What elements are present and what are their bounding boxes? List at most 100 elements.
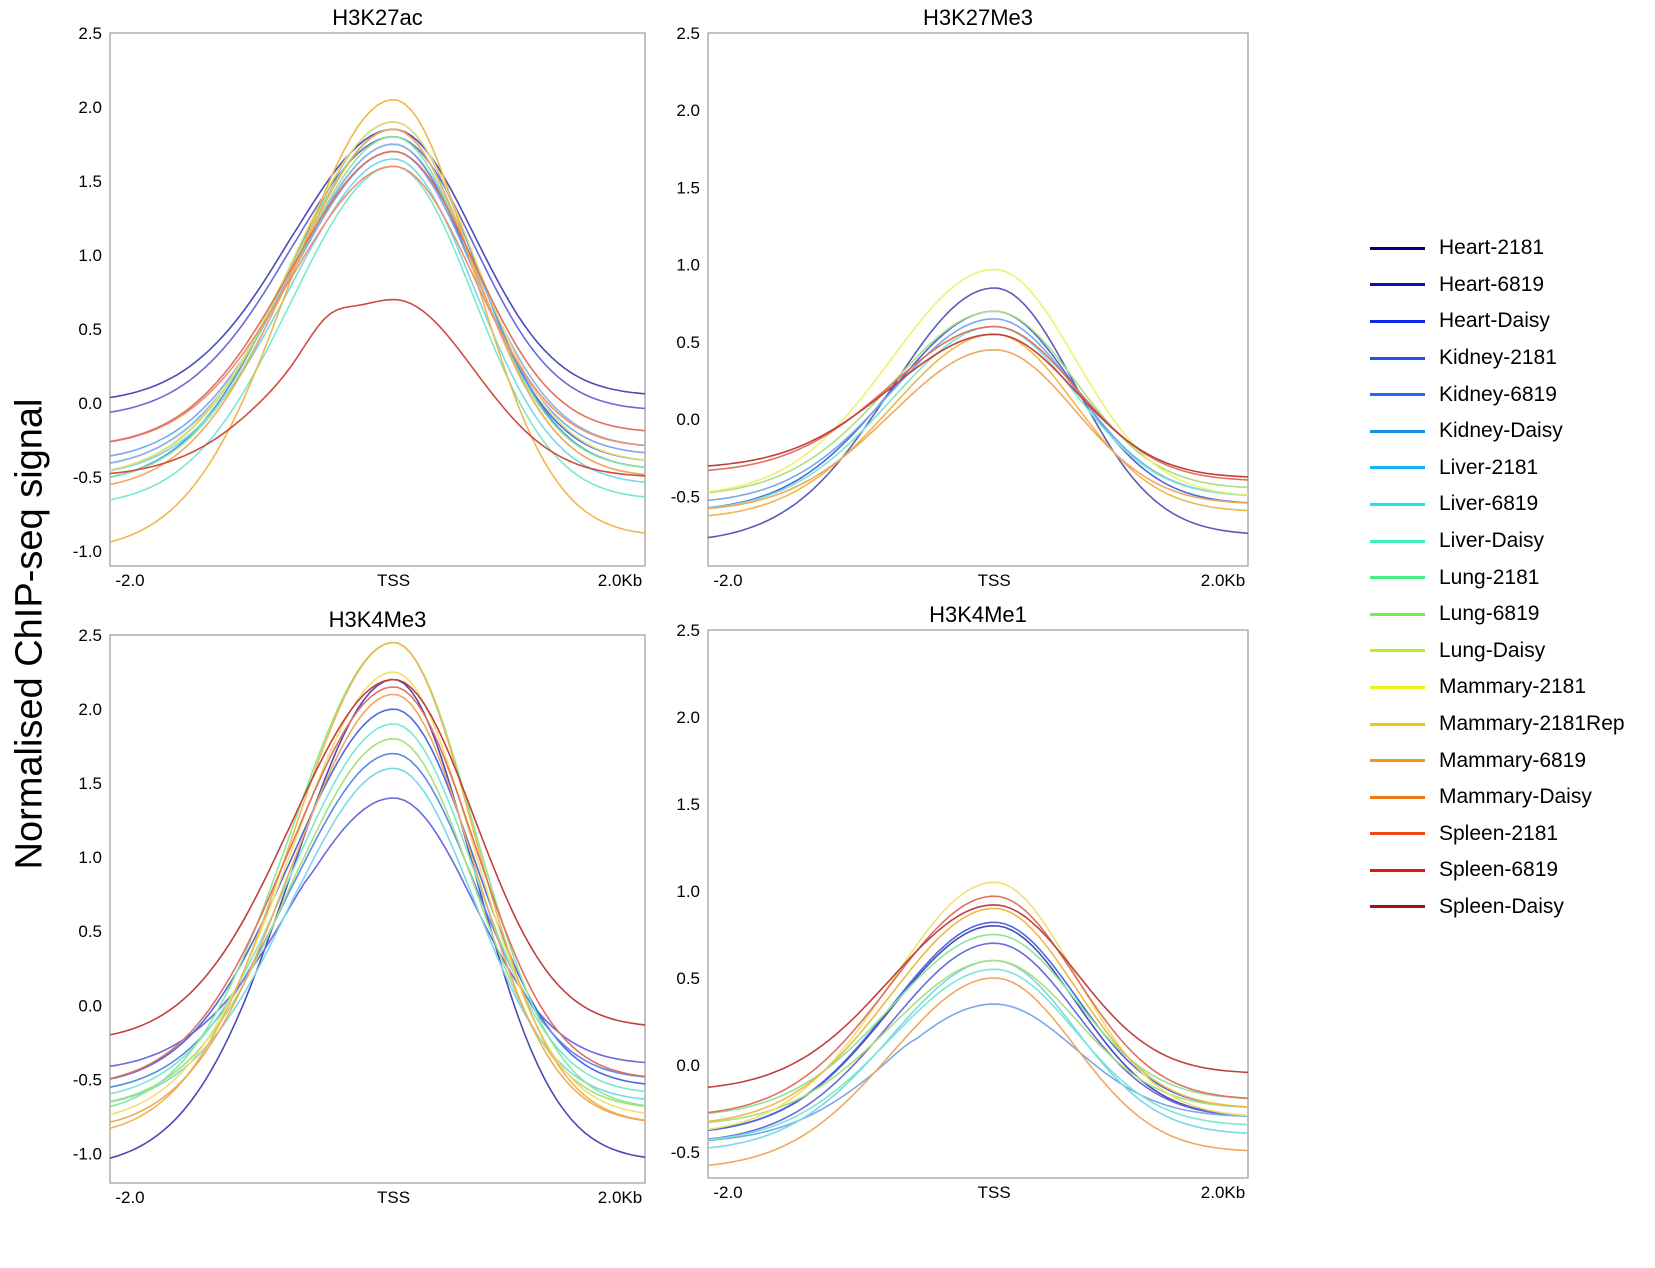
y-tick-label: 2.5 [78,626,102,645]
series-line [109,143,646,464]
legend-swatch [1370,759,1425,763]
series-line [707,268,1249,496]
legend-label: Lung-Daisy [1439,638,1546,662]
y-tick-label: 2.0 [676,101,700,120]
series-line [109,98,646,543]
y-tick-label: 2.5 [676,621,700,640]
legend-label: Liver-Daisy [1439,529,1545,553]
legend-item: Kidney-6819 [1370,376,1640,413]
legend-swatch [1370,393,1425,397]
series-line [707,921,1249,1131]
x-tick-label: 2.0Kb [1201,571,1245,590]
chart-panel: H3K4Me3 2.5 2.0 1.5 1.0 0.5 0.0 -0.5 -1.0 -2.0 TSS… [73,607,646,1207]
y-tick-label: -1.0 [73,1144,102,1163]
series-line [707,325,1249,509]
legend-swatch [1370,685,1425,689]
series-line [707,977,1249,1167]
y-tick-label: 0.5 [676,969,700,988]
legend-label: Liver-6819 [1439,492,1539,516]
y-tick-label: 2.5 [676,24,700,43]
y-tick-label: 0.0 [676,410,700,429]
x-tick-label: -2.0 [115,571,144,590]
chart-title: H3K27ac [332,5,423,30]
series-line [707,310,1249,494]
series-line [109,135,646,479]
legend-item: Spleen-Daisy [1370,889,1640,926]
plot-frame [707,32,1249,567]
legend-swatch [1370,283,1425,287]
y-tick-label: -1.0 [73,542,102,561]
legend-item: Mammary-Daisy [1370,779,1640,816]
series-line [707,907,1249,1123]
series-line [109,165,646,501]
legend-label: Lung-6819 [1439,602,1540,626]
legend-swatch [1370,539,1425,543]
legend-item: Liver-6819 [1370,486,1640,523]
y-tick-label: 0.0 [78,394,102,413]
x-tick-label: TSS [377,1188,410,1207]
legend-label: Kidney-Daisy [1439,419,1563,443]
legend-label: Kidney-6819 [1439,382,1557,406]
x-tick-label: -2.0 [713,571,742,590]
legend-label: Heart-2181 [1439,236,1545,260]
series-line [707,904,1249,1088]
legend-swatch [1370,502,1425,506]
y-tick-label: 1.5 [78,172,102,191]
series-line [109,165,646,447]
x-tick-label: 2.0Kb [598,571,642,590]
y-tick-label: 2.0 [78,700,102,719]
y-tick-label: 1.0 [78,848,102,867]
legend-item: Liver-2181 [1370,450,1640,487]
chart-title: H3K4Me3 [329,607,427,632]
legend-label: Heart-6819 [1439,272,1545,296]
legend-label: Mammary-6819 [1439,748,1587,772]
y-tick-label: 2.0 [676,708,700,727]
legend-swatch [1370,905,1425,909]
series-line [707,287,1249,539]
legend-swatch [1370,576,1425,580]
chart-title: H3K27Me3 [923,5,1033,30]
x-tick-label: TSS [377,571,410,590]
legend-item: Mammary-6819 [1370,742,1640,779]
series-line [707,942,1249,1140]
chart-panel: H3K27Me3 2.5 2.0 1.5 1.0 0.5 0.0 -0.5 -2.0 TSS 2.0… [671,5,1249,590]
legend-swatch [1370,466,1425,470]
x-tick-label: -2.0 [713,1183,742,1202]
series-line [109,298,646,477]
x-tick-label: 2.0Kb [1201,1183,1245,1202]
series-line [109,678,646,1036]
legend-swatch [1370,832,1425,836]
y-tick-label: -0.5 [671,487,700,506]
legend-swatch [1370,356,1425,360]
legend-item: Heart-2181 [1370,230,1640,267]
legend-swatch [1370,319,1425,323]
legend-item: Spleen-6819 [1370,852,1640,889]
chart-title: H3K4Me1 [929,602,1027,627]
legend-item: Heart-Daisy [1370,303,1640,340]
series-line [109,158,646,483]
legend-label: Spleen-2181 [1439,821,1559,845]
legend-item: Liver-Daisy [1370,523,1640,560]
series-line [109,121,646,471]
series-line [109,708,646,1085]
series-line [109,128,646,399]
y-tick-label: -0.5 [73,468,102,487]
legend-item: Kidney-2181 [1370,340,1640,377]
legend-item: Lung-6819 [1370,596,1640,633]
y-tick-label: 0.0 [676,1056,700,1075]
series-line [707,318,1249,502]
series-line [707,881,1249,1131]
y-tick-label: 1.5 [676,178,700,197]
y-tick-label: 1.5 [78,774,102,793]
legend-label: Spleen-6819 [1439,858,1559,882]
legend-item: Spleen-2181 [1370,816,1640,853]
series-line [109,678,646,1159]
series-line [109,143,646,464]
legend-item: Lung-2181 [1370,559,1640,596]
legend-item: Mammary-2181Rep [1370,706,1640,743]
series-line [707,959,1249,1124]
legend-label: Kidney-2181 [1439,346,1557,370]
series-line [707,933,1249,1115]
